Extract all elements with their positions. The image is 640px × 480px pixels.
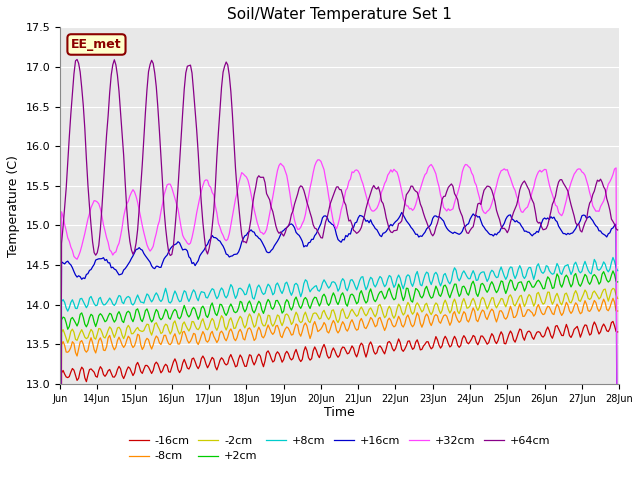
Line: -16cm: -16cm: [60, 322, 618, 480]
-8cm: [222, 338, 230, 344]
+2cm: [222, 312, 230, 318]
+64cm: [614, 227, 621, 233]
-16cm: [583, 323, 591, 328]
+32cm: [222, 238, 230, 243]
-16cm: [609, 319, 617, 324]
+2cm: [583, 274, 591, 279]
+64cm: [301, 193, 309, 199]
Line: +2cm: +2cm: [60, 271, 618, 480]
+16cm: [124, 261, 132, 267]
+64cm: [252, 184, 260, 190]
+8cm: [614, 268, 621, 274]
-2cm: [583, 289, 591, 295]
Line: +64cm: +64cm: [60, 60, 618, 480]
-2cm: [250, 324, 258, 330]
+64cm: [73, 57, 81, 62]
+64cm: [126, 239, 134, 244]
+16cm: [241, 233, 249, 239]
+32cm: [300, 217, 308, 223]
Title: Soil/Water Temperature Set 1: Soil/Water Temperature Set 1: [227, 7, 452, 22]
-2cm: [614, 296, 621, 301]
-16cm: [614, 329, 621, 335]
+64cm: [584, 207, 592, 213]
Line: -2cm: -2cm: [60, 288, 618, 480]
-2cm: [241, 325, 249, 331]
X-axis label: Time: Time: [324, 407, 355, 420]
-8cm: [583, 301, 591, 307]
+8cm: [241, 292, 249, 298]
-2cm: [300, 312, 308, 318]
Y-axis label: Temperature (C): Temperature (C): [7, 155, 20, 257]
+2cm: [300, 297, 308, 302]
Line: +8cm: +8cm: [60, 257, 618, 480]
-16cm: [300, 348, 308, 354]
Line: +32cm: +32cm: [60, 160, 618, 480]
Legend: -16cm, -8cm, -2cm, +2cm, +8cm, +16cm, +32cm, +64cm: -16cm, -8cm, -2cm, +2cm, +8cm, +16cm, +3…: [129, 436, 550, 461]
-8cm: [241, 337, 249, 343]
+2cm: [124, 308, 132, 314]
-8cm: [614, 308, 621, 314]
+64cm: [243, 240, 250, 246]
-16cm: [222, 362, 230, 368]
+32cm: [250, 207, 258, 213]
+8cm: [124, 294, 132, 300]
+64cm: [224, 62, 232, 68]
-8cm: [300, 323, 308, 328]
+8cm: [583, 263, 591, 269]
-16cm: [250, 362, 258, 368]
+32cm: [124, 198, 132, 204]
+32cm: [241, 173, 249, 179]
-8cm: [250, 337, 258, 343]
-2cm: [222, 327, 230, 333]
+2cm: [614, 279, 621, 285]
-2cm: [609, 286, 617, 291]
+16cm: [300, 244, 308, 250]
+16cm: [250, 229, 258, 235]
+2cm: [250, 310, 258, 316]
Line: -8cm: -8cm: [60, 298, 618, 480]
+8cm: [222, 295, 230, 301]
+32cm: [584, 183, 592, 189]
-8cm: [609, 295, 617, 301]
+16cm: [398, 210, 406, 216]
Line: +16cm: +16cm: [60, 213, 618, 480]
-2cm: [124, 323, 132, 328]
+2cm: [241, 309, 249, 315]
+2cm: [609, 268, 617, 274]
+8cm: [300, 281, 308, 287]
+32cm: [314, 157, 322, 163]
Text: EE_met: EE_met: [71, 38, 122, 51]
+8cm: [609, 254, 617, 260]
-16cm: [124, 364, 132, 370]
+16cm: [584, 215, 592, 220]
+8cm: [250, 296, 258, 302]
-16cm: [241, 363, 249, 369]
-8cm: [124, 333, 132, 339]
+16cm: [222, 251, 230, 257]
